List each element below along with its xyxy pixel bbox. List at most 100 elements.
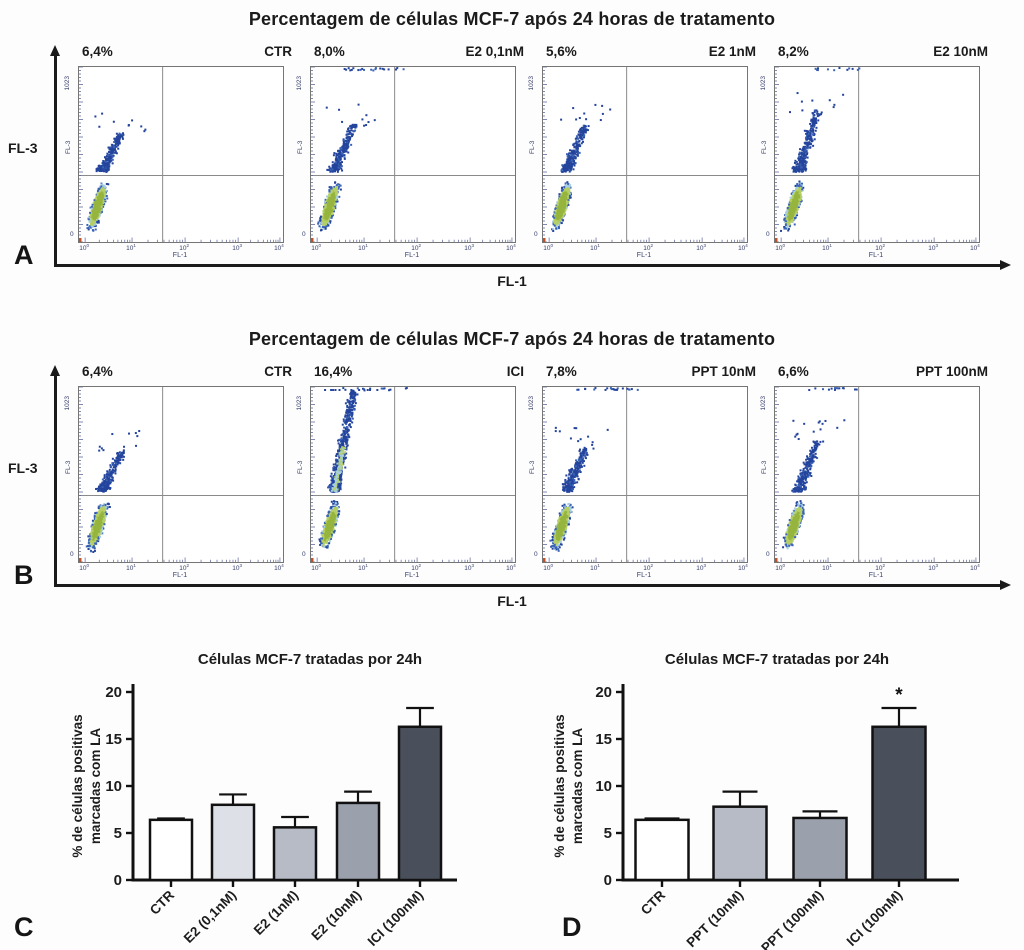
plot-x-axis-label: FL-1 <box>404 252 420 259</box>
y-axis-max-tick-label: 1023 <box>63 396 71 411</box>
treatment-label: ICI <box>506 364 524 379</box>
bar <box>871 725 927 882</box>
x-axis-tick-label: 103 <box>464 243 474 253</box>
treatment-label: PPT 100nM <box>915 364 988 379</box>
flow-scatter-canvas <box>543 387 747 562</box>
x-category-label: CTR <box>147 887 177 917</box>
scatter-plot-box <box>542 386 748 563</box>
flow-plot-ppt-10nm: 7,8% PPT 10nM 1023 FL-3 0 100 101 102 103 104 FL-1 <box>526 364 758 586</box>
flow-scatter-canvas <box>311 67 515 242</box>
scatter-plot-box <box>78 66 284 243</box>
x-axis-tick-label: 103 <box>696 243 706 253</box>
plot-y-axis-label: FL-3 <box>760 460 768 474</box>
y-axis-max-tick-label: 1023 <box>527 396 535 411</box>
x-category-label: E2 (1nM) <box>251 888 301 938</box>
quadrant-percentage-label: 6,6% <box>778 364 809 379</box>
flow-scatter-canvas <box>775 387 979 562</box>
y-axis-min-tick-label: 0 <box>766 231 770 238</box>
x-axis-tick-label: 101 <box>126 563 136 573</box>
bar <box>792 816 848 882</box>
treatment-label: E2 10nM <box>933 44 988 59</box>
y-axis-max-tick-label: 1023 <box>759 76 767 91</box>
quadrant-percentage-label: 16,4% <box>314 364 353 379</box>
chart-title: Células MCF-7 tratadas por 24h <box>665 651 889 668</box>
x-category-label: CTR <box>638 887 668 917</box>
scatter-plot-box <box>78 386 284 563</box>
quadrant-percentage-label: 8,0% <box>314 44 345 59</box>
flow-plot-e2-0-1nm: 8,0% E2 0,1nM 1023 FL-3 0 100 101 102 103 104 FL-1 <box>294 44 526 266</box>
panel-b-letter: B <box>14 560 34 590</box>
y-axis-tick-label: 20 <box>595 684 612 701</box>
bar <box>634 818 690 882</box>
plot-y-axis-label: FL-3 <box>760 140 768 154</box>
y-axis-max-tick-label: 1023 <box>759 396 767 411</box>
treatment-label: PPT 10nM <box>691 364 756 379</box>
x-axis-tick-label: 101 <box>590 243 600 253</box>
plot-x-axis-label: FL-1 <box>868 572 884 579</box>
x-category-label: ICI (100nM) <box>844 888 906 950</box>
plot-x-axis-label: FL-1 <box>636 572 652 579</box>
x-axis-tick-label: 104 <box>274 243 284 253</box>
plot-x-axis-label: FL-1 <box>868 252 884 259</box>
panel-a-y-axis-arrowhead <box>50 45 60 56</box>
y-axis-label-line: marcadas com LA <box>570 728 585 845</box>
y-axis-tick-label: 15 <box>595 731 612 748</box>
x-category-label: PPT (100nM) <box>758 888 826 950</box>
x-axis-tick-label: 103 <box>464 563 474 573</box>
x-axis-tick-label: 102 <box>411 563 421 573</box>
flow-scatter-canvas <box>79 387 283 562</box>
bar <box>272 826 318 882</box>
x-axis-tick-label: 102 <box>411 243 421 253</box>
x-category-label: E2 (0,1nM) <box>181 888 239 946</box>
panel-b-y-axis-line <box>54 376 57 585</box>
flow-plot-e2-1nm: 5,6% E2 1nM 1023 FL-3 0 100 101 102 103 104 FL-1 <box>526 44 758 266</box>
panel-b-x-axis-arrowhead <box>1000 580 1011 590</box>
x-axis-tick-label: 103 <box>696 563 706 573</box>
treatment-label: E2 0,1nM <box>465 44 524 59</box>
plot-y-axis-label: FL-3 <box>64 460 72 474</box>
significance-asterisk: * <box>895 685 903 706</box>
x-axis-tick-label: 103 <box>232 563 242 573</box>
y-axis-min-tick-label: 0 <box>302 231 306 238</box>
y-axis-label-line: % de células positivas <box>70 714 85 857</box>
treatment-label: CTR <box>264 364 292 379</box>
x-axis-tick-label: 100 <box>543 243 553 253</box>
x-axis-tick-label: 100 <box>311 243 321 253</box>
x-axis-tick-label: 102 <box>179 563 189 573</box>
flow-scatter-canvas <box>775 67 979 242</box>
x-axis-tick-label: 104 <box>506 563 516 573</box>
plot-x-axis-label: FL-1 <box>404 572 420 579</box>
plot-y-axis-label: FL-3 <box>64 140 72 154</box>
panel-b-y-axis-arrowhead <box>50 365 60 376</box>
bar <box>712 805 768 882</box>
panel-a-plots-row: 6,4% CTR 1023 FL-3 0 100 101 102 103 104 FL-1 8,0% E… <box>0 44 1024 269</box>
x-axis-tick-label: 102 <box>179 243 189 253</box>
panel-a-x-axis-arrowhead <box>1000 260 1011 270</box>
treatment-label: E2 1nM <box>708 44 756 59</box>
x-axis-tick-label: 101 <box>126 243 136 253</box>
y-axis-tick-label: 0 <box>604 872 612 889</box>
y-axis-label-line: % de células positivas <box>552 714 567 857</box>
x-axis-tick-label: 102 <box>875 243 885 253</box>
y-axis-max-tick-label: 1023 <box>295 76 303 91</box>
x-axis-tick-label: 103 <box>232 243 242 253</box>
panel-a-x-axis-label: FL-1 <box>497 273 527 289</box>
flow-plot-ctr: 6,4% CTR 1023 FL-3 0 100 101 102 103 104 FL-1 <box>62 364 294 586</box>
plot-y-axis-label: FL-3 <box>296 460 304 474</box>
bar <box>148 818 194 882</box>
x-category-label: ICI (100nM) <box>365 888 427 950</box>
bar <box>335 801 381 882</box>
panel-a-x-axis-line <box>54 264 1002 267</box>
flow-plot-ppt-100nm: 6,6% PPT 100nM 1023 FL-3 0 100 101 102 103 104 FL-… <box>758 364 990 586</box>
plot-y-axis-label: FL-3 <box>528 460 536 474</box>
y-axis-max-tick-label: 1023 <box>63 76 71 91</box>
x-axis-tick-label: 102 <box>643 563 653 573</box>
flow-plot-ctr: 6,4% CTR 1023 FL-3 0 100 101 102 103 104 FL-1 <box>62 44 294 266</box>
y-axis-tick-label: 10 <box>105 778 122 795</box>
plot-x-axis-label: FL-1 <box>172 252 188 259</box>
y-axis-min-tick-label: 0 <box>534 231 538 238</box>
bar-chart-c: Células MCF-7 tratadas por 24h % de célul… <box>70 651 457 950</box>
quadrant-percentage-label: 8,2% <box>778 44 809 59</box>
plot-y-axis-label: FL-3 <box>296 140 304 154</box>
